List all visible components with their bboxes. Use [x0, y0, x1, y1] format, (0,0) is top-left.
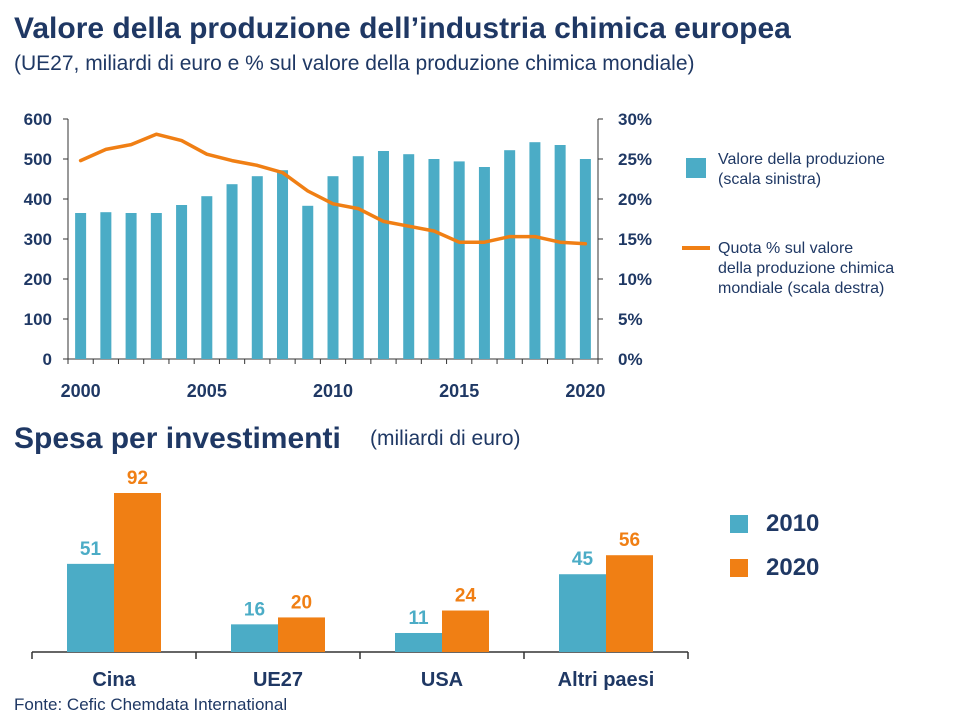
- production-chart: 0 100 200 300 400 500 600 0% 5% 10% 15% 20% 25% 30% 20…: [24, 110, 652, 401]
- investment-bar-2010: [395, 632, 442, 652]
- share-line: [78, 132, 588, 246]
- investment-value-label-2020: 24: [455, 586, 477, 607]
- legend-swatch-line: [682, 246, 710, 250]
- y-left-tick-label: 600: [24, 110, 52, 129]
- y-right-tick-label: 25%: [618, 150, 652, 169]
- investment-value-label-2010: 51: [80, 539, 102, 560]
- production-bar: [504, 150, 516, 359]
- production-bar: [377, 151, 389, 359]
- legend-label-line-line2: della produzione chimica: [718, 260, 895, 277]
- investment-value-label-2010: 16: [244, 599, 265, 620]
- legend-label-line-line3: mondiale (scala destra): [718, 280, 885, 297]
- production-bar: [150, 213, 162, 359]
- y-right-tick-label: 5%: [618, 310, 643, 329]
- legend-label-2020: 2020: [766, 554, 820, 581]
- investment-bar-2020: [606, 555, 653, 652]
- production-bar: [125, 213, 137, 359]
- production-bar: [352, 156, 364, 359]
- investment-value-label-2020: 92: [127, 468, 148, 489]
- investment-bar-2010: [231, 624, 278, 652]
- chart-title: Valore della produzione dell’industria c…: [14, 12, 791, 45]
- investment-bar-2010: [559, 574, 606, 652]
- production-bar: [176, 205, 188, 359]
- production-bar: [453, 161, 465, 359]
- category-label: Cina: [92, 669, 136, 691]
- y-right-tick-label: 30%: [618, 110, 652, 129]
- x-tick-label: 2010: [313, 381, 353, 401]
- production-bar: [201, 196, 213, 359]
- x-tick-label: 2020: [565, 381, 605, 401]
- y-right-tick-label: 0%: [618, 350, 643, 369]
- investment-value-label-2010: 45: [572, 549, 594, 570]
- legend-label-bar: Valore della produzione (scala sinistra): [718, 150, 885, 190]
- legend-swatch-2020: [730, 559, 748, 577]
- y-right-tick-label: 10%: [618, 270, 652, 289]
- investment-value-label-2020: 20: [291, 592, 312, 613]
- investment-value-label-2020: 56: [619, 530, 640, 551]
- production-bar: [579, 159, 591, 359]
- production-bar: [251, 176, 263, 359]
- y-right-tick-label: 20%: [618, 190, 652, 209]
- category-label: USA: [421, 669, 463, 691]
- legend-label-bar-line1: Valore della produzione: [718, 151, 885, 168]
- investment-subtitle: (miliardi di euro): [370, 427, 521, 450]
- production-bar: [75, 213, 87, 359]
- y-left-tick-label: 200: [24, 270, 52, 289]
- investment-bar-2020: [114, 493, 161, 652]
- production-bar: [302, 205, 314, 359]
- investment-value-label-2010: 11: [408, 608, 429, 629]
- y-left-tick-label: 0: [43, 350, 52, 369]
- production-bar: [226, 184, 238, 359]
- production-bar: [277, 170, 289, 359]
- x-tick-label: 2000: [61, 381, 101, 401]
- y-left-tick-label: 500: [24, 150, 52, 169]
- legend-label-2010: 2010: [766, 510, 820, 537]
- production-bar: [327, 176, 339, 359]
- y-left-tick-label: 400: [24, 190, 52, 209]
- legend-label-bar-line2: (scala sinistra): [718, 171, 822, 188]
- production-bar: [478, 167, 490, 359]
- investment-chart: Cina 51 92 UE27 16 20 USA 11 24 Altri paesi 45 56: [31, 468, 689, 691]
- legend-label-line-line1: Quota % sul valore: [718, 240, 854, 257]
- production-bar: [554, 145, 566, 359]
- production-bar: [529, 142, 541, 359]
- investment-bar-2020: [442, 610, 489, 652]
- legend-label-line: Quota % sul valore della produzione chim…: [718, 239, 894, 299]
- legend-swatch-2010: [730, 515, 748, 533]
- y-right-tick-label: 15%: [618, 230, 652, 249]
- investment-bar-2020: [278, 617, 325, 652]
- production-bar: [100, 212, 112, 359]
- investment-title: Spesa per investimenti: [14, 422, 341, 455]
- source-note: Fonte: Cefic Chemdata International: [14, 695, 288, 714]
- production-bar: [403, 154, 415, 359]
- investment-bar-2010: [67, 563, 114, 652]
- production-bar: [428, 159, 440, 359]
- x-tick-label: 2005: [187, 381, 227, 401]
- category-label: Altri paesi: [558, 669, 655, 691]
- x-tick-label: 2015: [439, 381, 479, 401]
- legend-swatch-bar: [686, 158, 706, 178]
- y-left-tick-label: 300: [24, 230, 52, 249]
- y-left-tick-label: 100: [24, 310, 52, 329]
- category-label: UE27: [253, 669, 303, 691]
- chart-subtitle: (UE27, miliardi di euro e % sul valore d…: [14, 52, 695, 75]
